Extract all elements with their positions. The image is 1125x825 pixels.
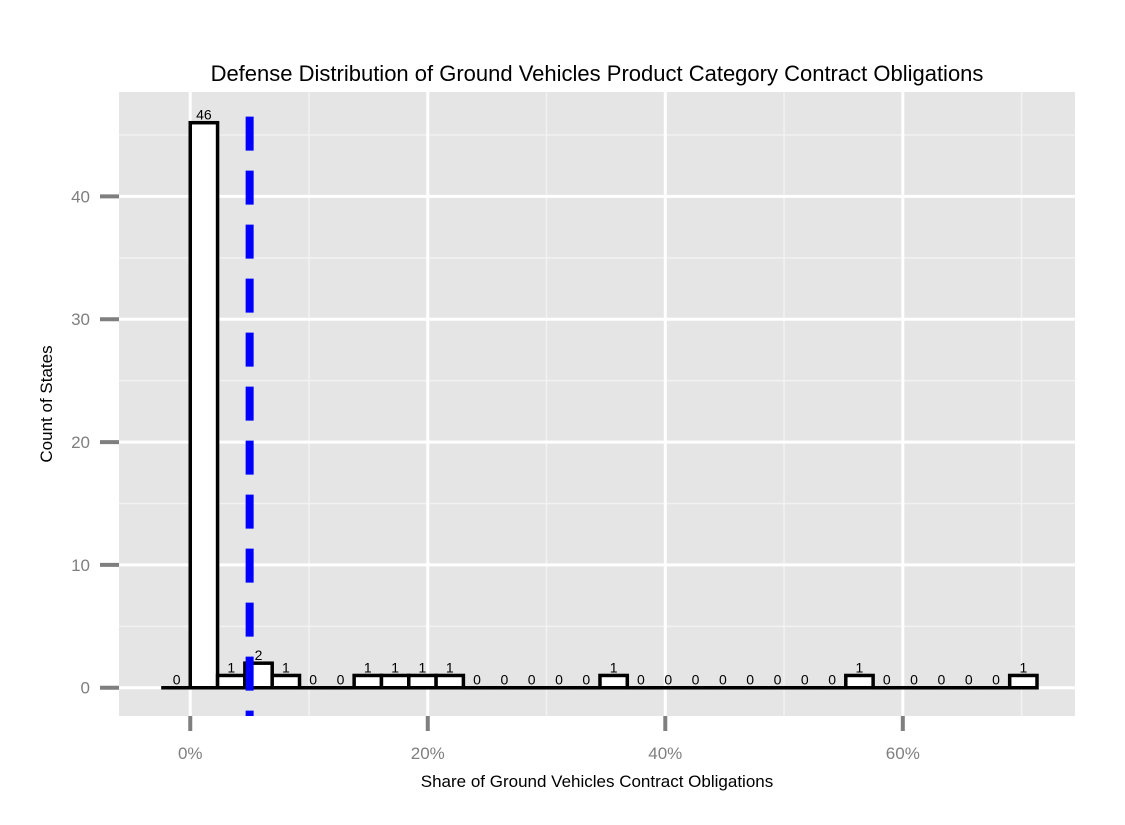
bar-count-label: 0: [774, 672, 782, 688]
bar-count-label: 0: [883, 672, 891, 688]
bar-count-label: 0: [719, 672, 727, 688]
plot-panel: [119, 92, 1075, 716]
histogram-bar: [1007, 673, 1039, 690]
histogram-bar: [434, 673, 466, 690]
bar-count-label: 2: [255, 647, 263, 663]
bar-count-label: 0: [637, 672, 645, 688]
histogram-bar: [352, 673, 384, 690]
histogram-bars: [161, 120, 1039, 690]
x-axis-title: Share of Ground Vehicles Contract Obliga…: [421, 772, 773, 791]
bar-count-label: 0: [664, 672, 672, 688]
bar-count-label: 0: [528, 672, 536, 688]
bar-count-label: 1: [1019, 659, 1027, 675]
histogram-bar: [844, 673, 875, 690]
bar-count-labels: 0 46 1 2 1 0 0 1 1 1 1 0 0 0 0 0 1 0 0 0 0 0 0 0 0 1 0 0 0 0 0 1: [173, 107, 1028, 688]
bar-count-label: 1: [856, 659, 864, 675]
bar-count-label: 0: [173, 672, 181, 688]
histogram-bar: [270, 673, 302, 690]
chart-title: Defense Distribution of Ground Vehicles …: [211, 61, 984, 86]
y-tick-label: 0: [81, 679, 90, 698]
x-tick-label: 0%: [178, 744, 203, 763]
bar-count-label: 1: [227, 659, 235, 675]
bar-count-label: 0: [965, 672, 973, 688]
bar-count-label: 1: [419, 659, 427, 675]
histogram-bar: [215, 673, 247, 690]
y-tick-label: 40: [71, 187, 90, 206]
y-tick-label: 30: [71, 310, 90, 329]
bar-count-label: 1: [364, 659, 372, 675]
bar-count-label: 0: [801, 672, 809, 688]
histogram-bar: [379, 673, 411, 690]
bar-count-label: 0: [582, 672, 590, 688]
y-tick-label: 10: [71, 556, 90, 575]
x-tick-label: 20%: [411, 744, 445, 763]
bar-count-label: 0: [500, 672, 508, 688]
x-tick-label: 60%: [886, 744, 920, 763]
y-tick-label: 20: [71, 433, 90, 452]
bar-count-label: 1: [391, 659, 399, 675]
y-axis-title: Count of States: [37, 345, 56, 462]
bar-count-label: 0: [746, 672, 754, 688]
histogram-bar: [188, 120, 220, 690]
bar-count-label: 1: [446, 659, 454, 675]
bar-count-label: 0: [828, 672, 836, 688]
histogram-bar: [407, 673, 438, 690]
x-tick-label: 40%: [648, 744, 682, 763]
bar-count-label: 0: [992, 672, 1000, 688]
bar-count-label: 46: [196, 107, 212, 123]
bar-count-label: 0: [692, 672, 700, 688]
bar-count-label: 0: [309, 672, 317, 688]
bar-count-label: 0: [337, 672, 345, 688]
bar-count-label: 0: [555, 672, 563, 688]
histogram-bar: [598, 673, 630, 690]
bar-count-label: 0: [910, 672, 918, 688]
bar-count-label: 0: [473, 672, 481, 688]
bar-count-label: 0: [937, 672, 945, 688]
bar-count-label: 1: [282, 659, 290, 675]
bar-count-label: 1: [610, 659, 618, 675]
